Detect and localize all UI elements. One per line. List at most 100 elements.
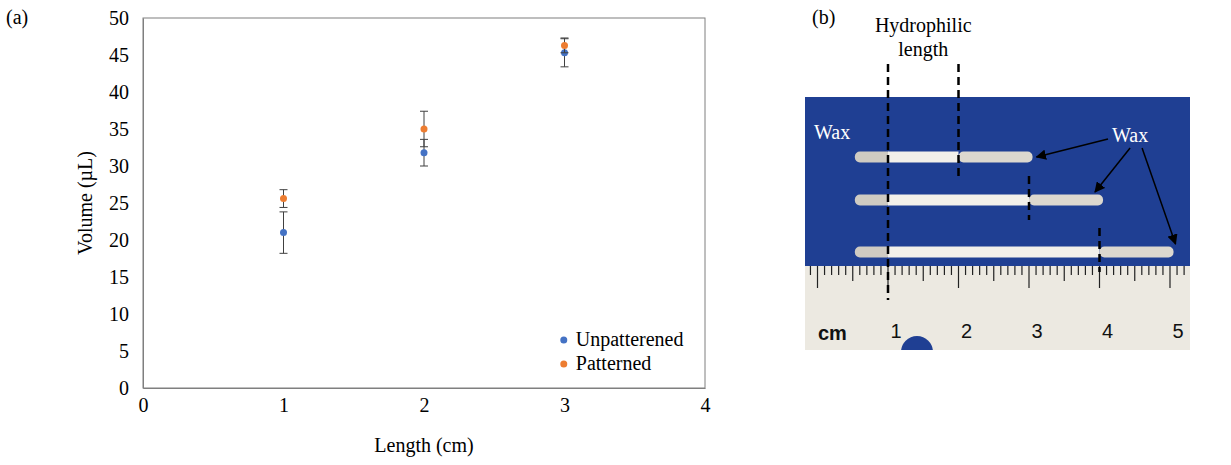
ruler-mark (1085, 266, 1086, 275)
x-tick-label: 4 (701, 394, 711, 416)
ruler-mark (1148, 266, 1149, 275)
error-bar-cap (420, 111, 428, 112)
legend-swatch (560, 361, 567, 368)
ruler-mark (1106, 266, 1107, 275)
y-tick-label: 35 (109, 118, 129, 140)
hydrophilic-label: Hydrophiliclength (875, 14, 972, 61)
y-tick-label: 40 (109, 81, 129, 103)
ruler-hole (901, 336, 933, 350)
y-tick: 25 (109, 192, 143, 214)
x-axis: 0 1 2 3 4 (139, 388, 711, 416)
x-tick: 4 (701, 388, 711, 416)
ruler-mark (986, 266, 987, 275)
x-tick-label: 1 (279, 394, 289, 416)
y-tick: 5 (119, 340, 143, 362)
strip (855, 247, 1174, 258)
ruler-mark (894, 266, 895, 275)
x-tick-label: 2 (420, 394, 430, 416)
y-tick-label: 15 (109, 266, 129, 288)
ruler-mark (852, 266, 853, 281)
ruler-mark (831, 266, 832, 275)
ruler-mark (909, 266, 910, 275)
y-tick: 30 (109, 155, 143, 177)
ruler-mark (937, 266, 938, 275)
y-tick-label: 20 (109, 229, 129, 251)
ruler-mark (944, 266, 945, 275)
ruler-mark (1169, 266, 1170, 288)
ruler-mark (1035, 266, 1036, 275)
hydrophilic-section (888, 247, 1100, 258)
ruler-mark (1120, 266, 1121, 275)
x-tick-label: 0 (139, 394, 149, 416)
ruler-mark (873, 266, 874, 275)
error-bar (280, 190, 288, 208)
y-tick-label: 50 (109, 7, 129, 29)
data-point (561, 42, 568, 49)
ruler-mark (1113, 266, 1114, 275)
wax-label: Wax (1112, 124, 1148, 146)
ruler-mark (1134, 266, 1135, 281)
ruler-mark (880, 266, 881, 275)
wax-end (855, 152, 892, 163)
ruler-mark (901, 266, 902, 275)
ruler-mark (1127, 266, 1128, 275)
error-bar-cap (280, 211, 288, 212)
x-tick: 3 (560, 388, 570, 416)
plot-area (280, 38, 569, 253)
ruler-mark (958, 266, 959, 288)
y-tick-label: 0 (119, 377, 129, 399)
ruler-label: 1 (890, 320, 901, 342)
data-point (280, 195, 287, 202)
ruler-mark (1014, 266, 1015, 275)
data-point (421, 126, 428, 133)
x-tick: 1 (279, 388, 289, 416)
x-axis-line (144, 388, 706, 389)
ruler-label: 2 (961, 320, 972, 342)
ruler-mark (1028, 266, 1029, 288)
ruler-mark (1050, 266, 1051, 275)
legend-label: Patterned (576, 352, 652, 374)
y-tick-label: 5 (119, 340, 129, 362)
ruler-mark (845, 266, 846, 275)
legend: UnpatterenedPatterned (560, 328, 683, 374)
ruler-mark (951, 266, 952, 275)
x-tick-label: 3 (560, 394, 570, 416)
ruler-mark (1064, 266, 1065, 281)
series (280, 38, 569, 207)
ruler-mark (965, 266, 966, 275)
end-marker (1028, 176, 1031, 220)
wax-end (855, 247, 892, 258)
photo-background (805, 97, 1190, 350)
y-tick: 15 (109, 266, 143, 288)
legend-entry: Unpatterened (560, 328, 683, 351)
y-tick: 45 (109, 44, 143, 66)
wax-label: Wax (814, 121, 850, 143)
error-bar-cap (280, 189, 288, 190)
ruler-mark (972, 266, 973, 275)
error-bar (561, 39, 569, 67)
ruler-label: 5 (1172, 320, 1183, 342)
error-bar-cap (420, 146, 428, 147)
y-tick: 40 (109, 81, 143, 103)
series (280, 39, 569, 254)
legend-swatch (560, 337, 567, 344)
ruler-mark (1078, 266, 1079, 275)
ruler-mark (1021, 266, 1022, 275)
ruler-mark (1092, 266, 1093, 275)
ruler-mark (1176, 266, 1177, 275)
y-axis-line (143, 19, 144, 389)
data-point (421, 149, 428, 156)
wax-end (1100, 247, 1174, 258)
ruler-mark (1183, 266, 1184, 275)
hydrophilic-section (888, 195, 1029, 206)
end-marker (1098, 228, 1101, 272)
y-tick: 35 (109, 118, 143, 140)
error-bar-cap (420, 166, 428, 167)
error-bar (561, 38, 569, 53)
ruler-mark (1007, 266, 1008, 275)
error-bar-cap (561, 66, 569, 67)
panel-label: (b) (812, 6, 835, 29)
wax-end (1029, 195, 1103, 206)
wax-arrow (1037, 139, 1108, 157)
figure: (a)0123405101520253035404550Length (cm)V… (0, 0, 1231, 465)
